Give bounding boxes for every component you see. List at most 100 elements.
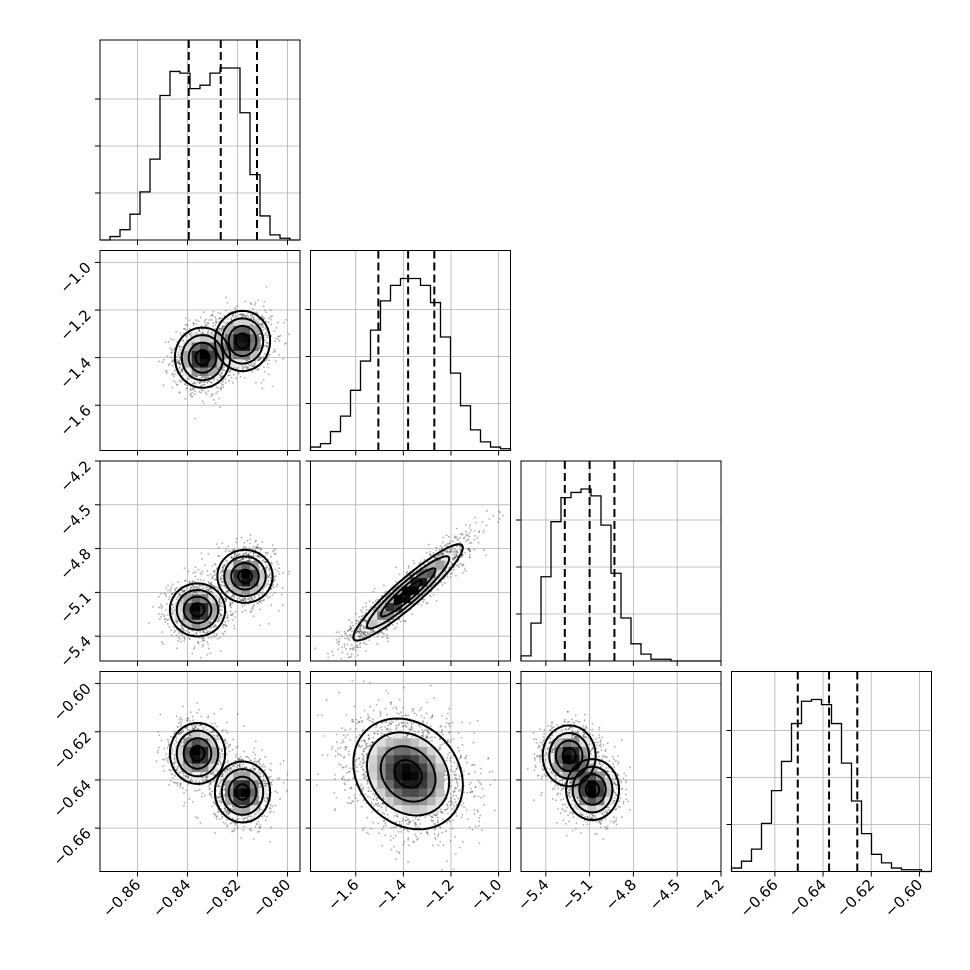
scatter-point bbox=[468, 527, 471, 529]
scatter-point bbox=[183, 639, 186, 642]
scatter-point bbox=[190, 395, 193, 398]
scatter-point bbox=[231, 322, 234, 325]
scatter-point bbox=[359, 630, 362, 633]
scatter-point bbox=[181, 369, 183, 371]
scatter-point bbox=[224, 550, 227, 553]
scatter-point bbox=[195, 633, 198, 635]
scatter-point bbox=[245, 359, 248, 362]
density-cell bbox=[250, 325, 259, 335]
scatter-point bbox=[265, 564, 268, 567]
scatter-point bbox=[205, 324, 208, 326]
scatter-point bbox=[222, 626, 224, 629]
scatter-point bbox=[394, 580, 397, 583]
scatter-point bbox=[173, 631, 176, 634]
scatter-point bbox=[191, 585, 193, 588]
scatter-point bbox=[453, 566, 455, 569]
scatter-point bbox=[183, 637, 186, 640]
scatter-point bbox=[204, 318, 207, 321]
scatter-point bbox=[173, 369, 176, 372]
scatter-point bbox=[462, 571, 464, 574]
scatter-point bbox=[205, 588, 208, 591]
scatter-point bbox=[185, 630, 188, 632]
scatter-point bbox=[264, 344, 267, 347]
scatter-point bbox=[253, 545, 255, 548]
scatter-point bbox=[222, 624, 225, 627]
scatter-point bbox=[214, 578, 217, 581]
scatter-point bbox=[222, 623, 225, 626]
scatter-point bbox=[218, 376, 221, 379]
scatter-point bbox=[212, 575, 215, 577]
scatter-point bbox=[465, 540, 467, 542]
scatter-point bbox=[176, 358, 178, 361]
scatter-point bbox=[194, 390, 197, 393]
scatter-point bbox=[207, 380, 210, 382]
density-cell bbox=[191, 342, 201, 351]
scatter-point bbox=[207, 647, 210, 650]
scatter-point bbox=[213, 378, 215, 381]
scatter-point bbox=[177, 581, 180, 584]
scatter-point bbox=[170, 607, 173, 610]
scatter-point bbox=[201, 331, 204, 334]
scatter-point bbox=[200, 384, 203, 387]
scatter-point bbox=[201, 570, 204, 573]
scatter-point bbox=[215, 318, 217, 320]
scatter-point bbox=[240, 558, 243, 561]
scatter-point bbox=[219, 613, 222, 616]
scatter-point bbox=[239, 375, 242, 378]
scatter-point bbox=[283, 343, 286, 345]
panel-background bbox=[521, 461, 721, 661]
scatter-point bbox=[192, 571, 195, 574]
scatter-point bbox=[266, 357, 269, 360]
scatter-point bbox=[204, 632, 207, 635]
scatter-point bbox=[377, 633, 379, 635]
scatter-contour-panel bbox=[305, 460, 511, 666]
scatter-point bbox=[233, 549, 236, 551]
scatter-point bbox=[197, 641, 199, 644]
scatter-point bbox=[192, 382, 195, 385]
x-tick-label: −0.62 bbox=[833, 876, 878, 921]
scatter-point bbox=[192, 587, 195, 589]
scatter-point bbox=[251, 364, 254, 367]
scatter-point bbox=[232, 548, 235, 551]
scatter-point bbox=[211, 577, 213, 580]
scatter-point bbox=[232, 619, 234, 621]
scatter-point bbox=[228, 379, 230, 382]
scatter-point bbox=[271, 585, 274, 587]
scatter-point bbox=[221, 369, 224, 372]
scatter-point bbox=[229, 374, 231, 377]
scatter-point bbox=[178, 355, 181, 358]
density-cell bbox=[183, 342, 193, 351]
scatter-point bbox=[199, 571, 202, 574]
scatter-point bbox=[245, 557, 248, 560]
scatter-point bbox=[235, 610, 237, 613]
scatter-point bbox=[350, 653, 353, 656]
scatter-contour-panel: −5.4−5.1−4.8−4.5−4.2 bbox=[56, 457, 301, 671]
panel-frame bbox=[99, 39, 301, 241]
scatter-point bbox=[229, 370, 231, 373]
density-cell bbox=[250, 350, 259, 360]
scatter-point bbox=[176, 383, 178, 386]
scatter-point bbox=[230, 376, 233, 379]
scatter-point bbox=[260, 322, 263, 325]
contour-line bbox=[168, 582, 227, 638]
scatter-point bbox=[180, 368, 183, 371]
scatter-point bbox=[175, 330, 178, 333]
contour-line bbox=[220, 317, 265, 365]
scatter-point bbox=[161, 631, 164, 633]
scatter-point bbox=[252, 318, 255, 321]
scatter-point bbox=[223, 326, 225, 328]
scatter-point bbox=[174, 620, 177, 623]
scatter-point bbox=[194, 580, 196, 583]
scatter-point bbox=[214, 402, 217, 404]
scatter-point bbox=[261, 560, 264, 562]
density-cell bbox=[225, 569, 234, 579]
scatter-point bbox=[218, 600, 221, 603]
scatter-point bbox=[273, 591, 276, 594]
scatter-point bbox=[231, 323, 234, 326]
scatter-point bbox=[169, 347, 172, 349]
scatter-point bbox=[212, 584, 214, 587]
scatter-point bbox=[277, 335, 280, 338]
scatter-point bbox=[260, 315, 263, 318]
scatter-point bbox=[217, 620, 220, 623]
scatter-point bbox=[218, 602, 220, 605]
